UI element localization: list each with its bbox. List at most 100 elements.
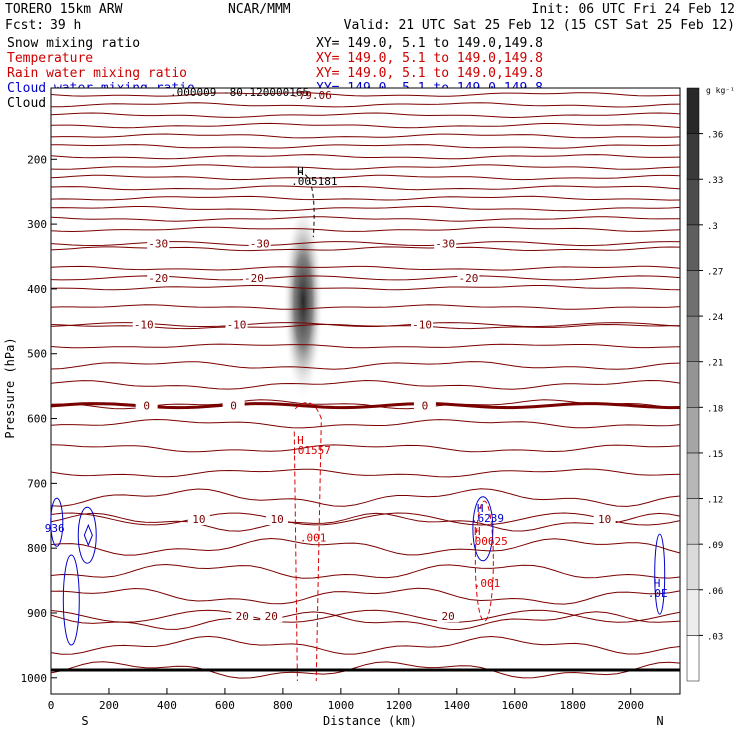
isotherm-17 <box>50 304 681 310</box>
colorbar-bin-4 <box>686 452 700 499</box>
isotherm-labeled--10 <box>50 322 681 328</box>
isotherm-4 <box>50 133 681 139</box>
isotherm-label--10-0: -10 <box>134 319 154 332</box>
isotherm-3 <box>50 122 681 129</box>
legend-xy-2: XY= 149.0, 5.1 to 149.0,149.8 <box>316 66 543 81</box>
colorbar-tick-label-8: .27 <box>707 267 723 277</box>
colorbar-bin-5 <box>686 407 700 454</box>
isotherm-23 <box>50 418 681 429</box>
snow-contour <box>298 171 315 238</box>
isotherm-26 <box>50 488 681 507</box>
isotherm-19 <box>50 343 681 349</box>
colorbar-bin-2 <box>686 543 700 591</box>
isotherm-21 <box>50 379 681 390</box>
isotherm-11 <box>50 205 681 212</box>
isotherm-24 <box>50 444 681 453</box>
rain-contour-main <box>293 402 322 682</box>
cloud-water-contour-4 <box>654 533 666 615</box>
colorbar-bin-10 <box>686 178 700 226</box>
isotherm-label-bg <box>437 610 460 623</box>
colorbar-bin-9 <box>686 224 700 271</box>
isotherm-label-bg <box>147 237 170 250</box>
isotherm-30 <box>50 587 681 605</box>
isotherm-13 <box>50 226 681 233</box>
max-value-7: 936 <box>45 522 65 535</box>
isotherm-label-0-0: 0 <box>143 400 150 413</box>
isotherm-label-bg <box>260 610 283 623</box>
isotherm-label-bg <box>242 271 265 284</box>
isotherm-label-20-0: 20 <box>236 610 249 623</box>
isotherm-27 <box>50 512 681 532</box>
colorbar-bin-0 <box>686 635 700 682</box>
isotherm-label-0-2: 0 <box>422 400 429 413</box>
max-value-4: .00625 <box>468 535 508 548</box>
legend-field-2: Rain water mixing ratio <box>7 66 187 81</box>
isotherm-label-bg <box>222 399 245 412</box>
cloud-water-contour-0 <box>50 497 64 547</box>
rain-water-contours <box>293 171 494 682</box>
isotherm-29 <box>50 563 681 579</box>
isotherm-label-20-1: 20 <box>265 610 278 623</box>
colorbar-tick-label-9: .3 <box>707 222 718 232</box>
isotherm-label--30-1: -30 <box>250 238 270 251</box>
x-endpoint-south: S <box>81 714 88 728</box>
max-value-5: .001 <box>474 577 501 590</box>
isotherm-label--20-1: -20 <box>244 272 264 285</box>
isotherm-label-bg <box>457 271 480 284</box>
isotherm-33 <box>50 661 681 679</box>
isotherm-label-bg <box>147 271 170 284</box>
y-tick-label-5: 700 <box>27 477 47 490</box>
isotherm-label-bg <box>248 237 271 250</box>
isotherm-label--30-0: -30 <box>148 238 168 251</box>
cloud-water-contour-3 <box>472 496 494 562</box>
isotherm-label-bg <box>434 237 457 250</box>
colorbar-bin-6 <box>686 361 700 408</box>
colorbar: .03 .06 .09 .12 .15 .18 .21 .24 .27 .3 .33 .36 <box>686 87 723 682</box>
max-value-2: .001 <box>300 532 327 545</box>
colorbar-bin-3 <box>686 498 700 545</box>
colorbar-bin-7 <box>686 315 700 362</box>
y-tick-label-1: 300 <box>27 218 47 231</box>
axes: 0 200 400 600 800 1000 1200 1400 1600 1800 2000200… <box>21 153 644 712</box>
y-tick-label-2: 400 <box>27 283 47 296</box>
max-mark-6: H <box>654 577 661 590</box>
x-tick-label-5: 1000 <box>328 699 355 712</box>
forecast-hour: 39 h <box>50 18 81 33</box>
isotherm-6 <box>50 154 681 160</box>
x-tick-label-1: 200 <box>99 699 119 712</box>
isotherm-label--20-0: -20 <box>148 272 168 285</box>
isotherm-1 <box>51 102 681 108</box>
colorbar-bin-8 <box>686 270 700 317</box>
y-tick-label-3: 500 <box>27 348 47 361</box>
colorbar-tick-label-4: .15 <box>707 450 723 460</box>
isotherm-label--20-2: -20 <box>458 272 478 285</box>
isotherm-28 <box>50 537 681 556</box>
isotherm-label-bg <box>411 318 434 331</box>
temperature-contours: -30 -30 -30 -20 -20 -20 -10 -10 -10 0 0 0 10 10 10 20 20… <box>50 92 681 679</box>
max-mark-0: H <box>297 165 304 178</box>
colorbar-tick-label-0: .03 <box>707 632 723 642</box>
isotherm-labeled-10 <box>50 512 681 526</box>
isotherm-15 <box>50 265 681 271</box>
max-mark-1: H <box>297 434 304 447</box>
isotherm-label-bg <box>132 318 155 331</box>
isotherm-label-bg <box>187 513 210 526</box>
x-axis-label: Distance (km) <box>323 714 417 728</box>
isotherm-7 <box>50 164 681 170</box>
isotherm-label-bg <box>135 399 158 412</box>
isotherm-12 <box>50 216 681 222</box>
colorbar-bin-12 <box>686 87 700 134</box>
y-axis-label: Pressure (hPa) <box>3 337 17 438</box>
isotherm-32 <box>50 635 681 655</box>
max-value-3: .6239 <box>471 512 504 525</box>
x-tick-label-2: 400 <box>157 699 177 712</box>
isotherm-16 <box>50 285 681 291</box>
x-tick-label-9: 1800 <box>560 699 587 712</box>
top-annotation-2: -79.06 <box>292 89 332 102</box>
max-value-1: .01557 <box>291 444 331 457</box>
cloud-water-contour-1 <box>77 506 97 564</box>
colorbar-bin-1 <box>686 589 700 636</box>
